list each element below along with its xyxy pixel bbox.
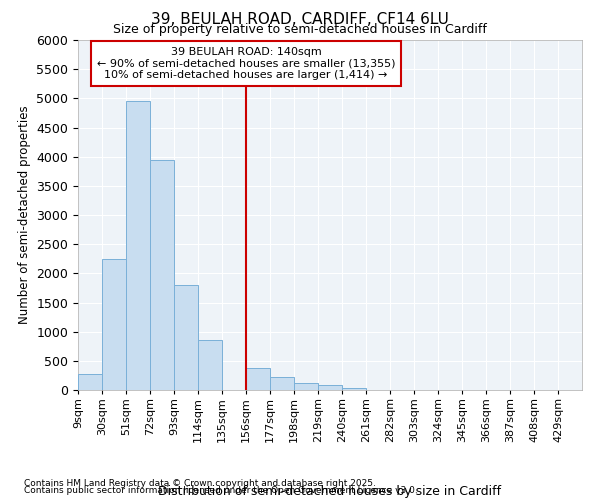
Text: 39 BEULAH ROAD: 140sqm
← 90% of semi-detached houses are smaller (13,355)
10% of: 39 BEULAH ROAD: 140sqm ← 90% of semi-det… bbox=[97, 47, 395, 80]
Bar bbox=[318, 386, 342, 390]
Bar bbox=[294, 383, 318, 390]
Bar bbox=[246, 368, 270, 390]
Text: Distribution of semi-detached houses by size in Cardiff: Distribution of semi-detached houses by … bbox=[158, 484, 502, 498]
Bar bbox=[198, 340, 222, 390]
Bar bbox=[342, 388, 366, 390]
Y-axis label: Number of semi-detached properties: Number of semi-detached properties bbox=[18, 106, 31, 324]
Bar bbox=[126, 102, 150, 390]
Bar bbox=[174, 285, 198, 390]
Text: Contains HM Land Registry data © Crown copyright and database right 2025.: Contains HM Land Registry data © Crown c… bbox=[24, 478, 376, 488]
Text: Size of property relative to semi-detached houses in Cardiff: Size of property relative to semi-detach… bbox=[113, 22, 487, 36]
Bar bbox=[150, 160, 174, 390]
Bar bbox=[270, 377, 294, 390]
Bar bbox=[78, 374, 102, 390]
Text: Contains public sector information licensed under the Open Government Licence v3: Contains public sector information licen… bbox=[24, 486, 418, 495]
Text: 39, BEULAH ROAD, CARDIFF, CF14 6LU: 39, BEULAH ROAD, CARDIFF, CF14 6LU bbox=[151, 12, 449, 28]
Bar bbox=[102, 259, 126, 390]
